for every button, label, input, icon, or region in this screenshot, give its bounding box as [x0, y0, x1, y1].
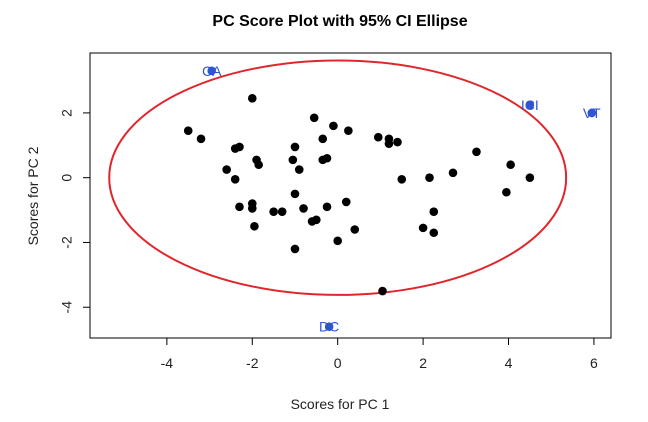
data-point: [350, 225, 360, 234]
data-point: [222, 165, 231, 174]
point-label: DC: [319, 319, 339, 335]
point-label: ICI: [521, 97, 539, 113]
x-axis-label: Scores for PC 1: [291, 396, 390, 412]
data-point: [254, 160, 263, 170]
data-point: [329, 121, 338, 131]
chart-title: PC Score Plot with 95% CI Ellipse: [212, 13, 467, 30]
data-point: [429, 228, 439, 238]
labeled-point: [324, 322, 334, 331]
x-tick-label: 2: [419, 355, 427, 371]
data-point: [230, 175, 240, 184]
data-point: [373, 132, 383, 142]
score-points: [183, 94, 535, 296]
data-point: [290, 189, 300, 199]
point-label: CA: [202, 63, 222, 79]
data-point: [502, 187, 511, 197]
x-tick-label: -2: [246, 355, 259, 371]
y-tick-label: -2: [59, 236, 75, 249]
data-point: [294, 165, 304, 174]
y-tick-label: 2: [59, 109, 75, 117]
data-point: [425, 173, 434, 182]
outlier-labels: CA ICI VT DC: [202, 63, 601, 335]
data-point: [196, 134, 206, 144]
labeled-point: [525, 100, 535, 110]
labeled-point: [587, 108, 597, 118]
labeled-point: [207, 66, 217, 76]
y-axis: -4 -2 0 2: [59, 109, 91, 314]
y-tick-label: -4: [59, 301, 75, 314]
data-point: [525, 173, 535, 182]
data-point: [344, 126, 353, 136]
data-point: [429, 207, 439, 216]
data-point: [277, 207, 287, 216]
data-point: [230, 144, 240, 153]
data-point: [378, 286, 387, 296]
ci-ellipse: [108, 59, 568, 296]
data-point: [384, 139, 394, 148]
data-point: [322, 202, 332, 212]
data-point: [506, 160, 515, 170]
data-point: [299, 204, 308, 213]
data-point: [247, 204, 257, 213]
data-point: [472, 147, 481, 157]
x-tick-label: 4: [505, 355, 513, 371]
data-point: [247, 94, 257, 103]
data-point: [318, 134, 328, 144]
point-label: VT: [583, 105, 601, 121]
x-tick-label: 0: [334, 355, 342, 371]
data-point: [341, 197, 351, 207]
data-point: [322, 153, 332, 163]
data-point: [250, 221, 259, 231]
data-point: [183, 126, 193, 136]
data-point: [393, 137, 402, 147]
data-point: [333, 236, 342, 246]
data-point: [418, 223, 428, 233]
x-axis: -4 -2 0 2 4 6: [161, 337, 598, 371]
y-tick-label: 0: [59, 174, 75, 182]
x-tick-label: -4: [161, 355, 174, 371]
data-point: [269, 207, 278, 216]
data-point: [397, 175, 407, 184]
data-point: [312, 215, 321, 225]
x-tick-label: 6: [590, 355, 598, 371]
data-point: [309, 113, 319, 123]
data-point: [448, 168, 458, 178]
data-point: [290, 244, 300, 254]
data-point: [288, 155, 298, 165]
y-axis-label: Scores for PC 2: [25, 146, 41, 245]
data-point: [290, 142, 300, 152]
data-point: [235, 202, 244, 212]
